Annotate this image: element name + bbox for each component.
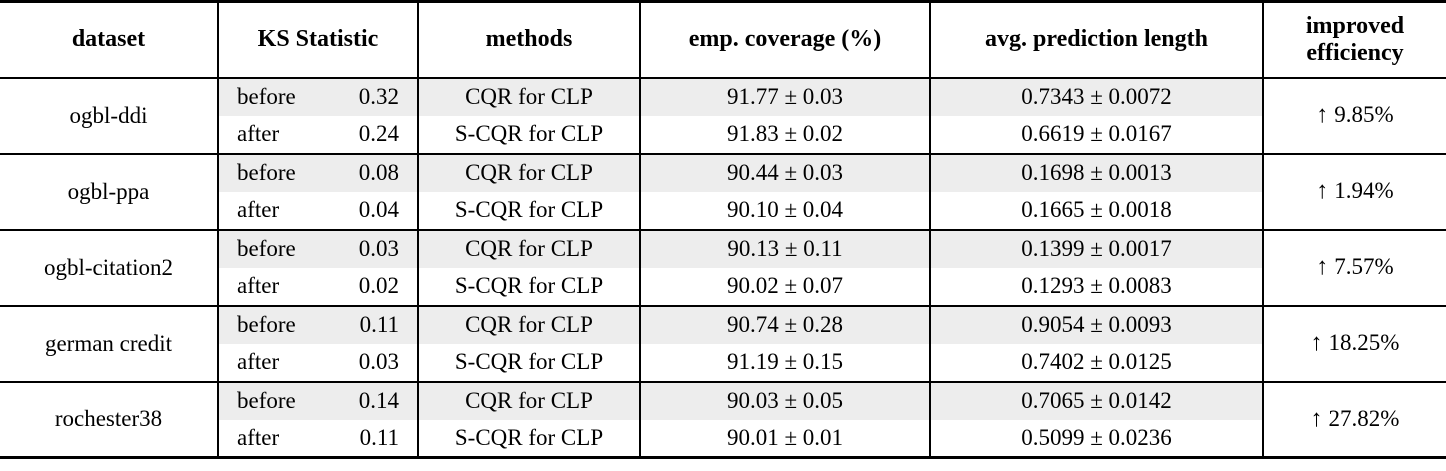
column-header-improved-efficiency: improved efficiency bbox=[1262, 1, 1446, 79]
ks-value: 0.08 bbox=[358, 160, 399, 185]
dataset-cell: rochester38 bbox=[0, 380, 218, 458]
efficiency-cell: ↑ 18.25% bbox=[1262, 304, 1446, 382]
length-cell: 0.5099 ± 0.0236 bbox=[929, 419, 1263, 458]
ks-cell: before 0.32 bbox=[217, 76, 418, 116]
method-cell: S-CQR for CLP bbox=[417, 267, 640, 306]
dataset-cell: german credit bbox=[0, 304, 218, 382]
ks-value: 0.14 bbox=[358, 388, 399, 413]
up-arrow-icon: ↑ bbox=[1310, 405, 1323, 432]
coverage-cell: 90.02 ± 0.07 bbox=[639, 267, 930, 306]
coverage-cell: 90.13 ± 0.11 bbox=[639, 228, 930, 268]
method-cell: S-CQR for CLP bbox=[417, 343, 640, 382]
table-row: german credit before 0.11 CQR for CLP 90… bbox=[0, 304, 1446, 382]
length-cell: 0.1293 ± 0.0083 bbox=[929, 267, 1263, 306]
ks-cell: after 0.24 bbox=[217, 115, 418, 154]
length-cell: 0.7343 ± 0.0072 bbox=[929, 76, 1263, 116]
ks-label: before bbox=[237, 84, 296, 109]
method-cell: CQR for CLP bbox=[417, 76, 640, 116]
up-arrow-icon: ↑ bbox=[1310, 330, 1323, 356]
ks-cell: after 0.04 bbox=[217, 191, 418, 230]
ks-value: 0.24 bbox=[358, 121, 399, 146]
ks-cell: before 0.03 bbox=[217, 228, 418, 268]
dataset-cell: ogbl-ppa bbox=[0, 152, 218, 230]
coverage-cell: 90.74 ± 0.28 bbox=[639, 304, 930, 344]
length-cell: 0.1698 ± 0.0013 bbox=[929, 152, 1263, 192]
method-cell: S-CQR for CLP bbox=[417, 191, 640, 230]
table-row: ogbl-ppa before 0.08 CQR for CLP 90.44 ±… bbox=[0, 152, 1446, 230]
length-cell: 0.7065 ± 0.0142 bbox=[929, 380, 1263, 420]
ks-value: 0.11 bbox=[359, 312, 399, 337]
ks-value: 0.11 bbox=[359, 424, 399, 450]
method-cell: CQR for CLP bbox=[417, 228, 640, 268]
ks-label: after bbox=[237, 273, 280, 298]
efficiency-value: 1.94% bbox=[1334, 178, 1394, 203]
ks-value: 0.02 bbox=[358, 273, 399, 298]
coverage-cell: 90.10 ± 0.04 bbox=[639, 191, 930, 230]
column-header-methods: methods bbox=[417, 1, 640, 79]
length-cell: 0.6619 ± 0.0167 bbox=[929, 115, 1263, 154]
method-cell: S-CQR for CLP bbox=[417, 115, 640, 154]
efficiency-cell: ↑ 9.85% bbox=[1262, 76, 1446, 154]
length-cell: 0.1665 ± 0.0018 bbox=[929, 191, 1263, 230]
efficiency-value: 7.57% bbox=[1334, 254, 1394, 279]
column-header-avg-prediction-length: avg. prediction length bbox=[929, 1, 1263, 79]
table-row: ogbl-citation2 before 0.03 CQR for CLP 9… bbox=[0, 228, 1446, 306]
length-cell: 0.9054 ± 0.0093 bbox=[929, 304, 1263, 344]
method-cell: CQR for CLP bbox=[417, 152, 640, 192]
up-arrow-icon: ↑ bbox=[1316, 178, 1329, 204]
up-arrow-icon: ↑ bbox=[1316, 254, 1329, 280]
ks-cell: after 0.11 bbox=[217, 419, 418, 458]
efficiency-value: 9.85% bbox=[1334, 102, 1394, 127]
efficiency-value: 18.25% bbox=[1328, 330, 1400, 355]
method-cell: S-CQR for CLP bbox=[417, 419, 640, 458]
method-cell: CQR for CLP bbox=[417, 380, 640, 420]
efficiency-value: 27.82% bbox=[1328, 405, 1400, 431]
column-header-ks-statistic: KS Statistic bbox=[217, 1, 418, 79]
coverage-cell: 91.83 ± 0.02 bbox=[639, 115, 930, 154]
ks-cell: after 0.02 bbox=[217, 267, 418, 306]
ks-cell: before 0.14 bbox=[217, 380, 418, 420]
dataset-cell: ogbl-citation2 bbox=[0, 228, 218, 306]
efficiency-cell: ↑ 27.82% bbox=[1262, 380, 1446, 458]
coverage-cell: 90.01 ± 0.01 bbox=[639, 419, 930, 458]
ks-cell: after 0.03 bbox=[217, 343, 418, 382]
ks-label: before bbox=[237, 236, 296, 261]
ks-value: 0.03 bbox=[358, 349, 399, 374]
efficiency-cell: ↑ 7.57% bbox=[1262, 228, 1446, 306]
table-row: after 0.24 S-CQR for CLP 91.83 ± 0.02 0.… bbox=[0, 115, 1446, 154]
table-row: after 0.03 S-CQR for CLP 91.19 ± 0.15 0.… bbox=[0, 343, 1446, 382]
ks-cell: before 0.08 bbox=[217, 152, 418, 192]
ks-label: before bbox=[237, 312, 296, 337]
header-row: dataset KS Statistic methods emp. covera… bbox=[0, 1, 1446, 79]
coverage-cell: 91.19 ± 0.15 bbox=[639, 343, 930, 382]
table-row: rochester38 before 0.14 CQR for CLP 90.0… bbox=[0, 380, 1446, 458]
ks-cell: before 0.11 bbox=[217, 304, 418, 344]
ks-value: 0.03 bbox=[358, 236, 399, 261]
table-row: after 0.04 S-CQR for CLP 90.10 ± 0.04 0.… bbox=[0, 191, 1446, 230]
coverage-cell: 90.03 ± 0.05 bbox=[639, 380, 930, 420]
ks-label: before bbox=[237, 160, 296, 185]
coverage-cell: 90.44 ± 0.03 bbox=[639, 152, 930, 192]
length-cell: 0.7402 ± 0.0125 bbox=[929, 343, 1263, 382]
results-table: dataset KS Statistic methods emp. covera… bbox=[0, 0, 1446, 459]
ks-label: after bbox=[237, 424, 280, 450]
table-row: after 0.02 S-CQR for CLP 90.02 ± 0.07 0.… bbox=[0, 267, 1446, 306]
length-cell: 0.1399 ± 0.0017 bbox=[929, 228, 1263, 268]
efficiency-cell: ↑ 1.94% bbox=[1262, 152, 1446, 230]
method-cell: CQR for CLP bbox=[417, 304, 640, 344]
ks-label: after bbox=[237, 197, 280, 222]
coverage-cell: 91.77 ± 0.03 bbox=[639, 76, 930, 116]
dataset-cell: ogbl-ddi bbox=[0, 76, 218, 154]
ks-value: 0.04 bbox=[358, 197, 399, 222]
table-row: after 0.11 S-CQR for CLP 90.01 ± 0.01 0.… bbox=[0, 419, 1446, 458]
column-header-emp-coverage: emp. coverage (%) bbox=[639, 1, 930, 79]
ks-value: 0.32 bbox=[358, 84, 399, 109]
ks-label: after bbox=[237, 121, 280, 146]
ks-label: after bbox=[237, 349, 280, 374]
column-header-dataset: dataset bbox=[0, 1, 218, 79]
up-arrow-icon: ↑ bbox=[1316, 102, 1329, 128]
ks-label: before bbox=[237, 388, 296, 413]
table-row: ogbl-ddi before 0.32 CQR for CLP 91.77 ±… bbox=[0, 76, 1446, 154]
